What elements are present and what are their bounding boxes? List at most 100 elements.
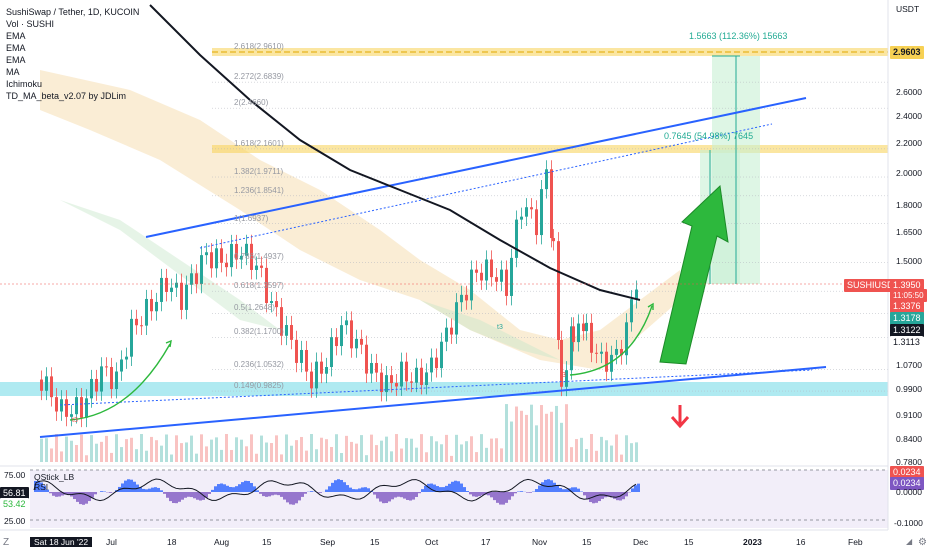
- qstick-bar: [85, 492, 88, 504]
- candle: [590, 322, 593, 353]
- qstick-bar: [394, 492, 397, 498]
- candle: [135, 318, 138, 326]
- volume-bar: [215, 437, 218, 462]
- volume-bar: [165, 434, 168, 462]
- qstick-bar: [82, 492, 85, 505]
- candle: [485, 259, 488, 281]
- qstick-bar: [43, 485, 46, 492]
- candle: [480, 272, 483, 281]
- candle: [552, 238, 555, 242]
- volume-bar: [80, 434, 83, 462]
- volume-bar: [295, 440, 298, 462]
- volume-bar: [125, 439, 128, 462]
- legend-item[interactable]: EMA: [6, 43, 26, 53]
- volume-bar: [485, 447, 488, 462]
- indicator-legend[interactable]: QStick_LB RSI: [34, 472, 74, 492]
- candle: [415, 367, 418, 383]
- rsi-tick: 75.00: [4, 470, 26, 480]
- volume-bar: [495, 438, 498, 462]
- qstick-bar: [310, 491, 313, 492]
- qstick-bar: [448, 483, 451, 492]
- candle: [290, 325, 293, 340]
- price-tick: 2.2000: [896, 138, 922, 149]
- qstick-bar: [478, 492, 481, 497]
- qstick-bar: [610, 492, 613, 498]
- qstick-bar: [373, 492, 376, 495]
- volume-bar: [410, 438, 413, 462]
- qstick-bar: [637, 483, 640, 492]
- candle: [475, 269, 478, 273]
- legend-item[interactable]: Ichimoku: [6, 79, 43, 89]
- qstick-bar: [130, 479, 133, 492]
- legend-item[interactable]: MA: [6, 67, 20, 77]
- candle: [305, 349, 308, 372]
- volume-bar: [380, 440, 383, 462]
- candle: [600, 351, 603, 354]
- candle: [560, 339, 563, 387]
- qstick-bar: [127, 479, 130, 492]
- volume-bar: [150, 436, 153, 462]
- zoom-icon[interactable]: Z: [3, 537, 10, 548]
- qstick-bar: [556, 485, 559, 492]
- candle: [605, 351, 608, 372]
- channel-lower: [39, 366, 827, 438]
- volume-bar: [55, 434, 58, 462]
- candle: [275, 301, 278, 308]
- candle: [577, 323, 580, 343]
- legend-item[interactable]: Vol · SUSHI: [6, 19, 55, 29]
- qstick-bar: [460, 483, 463, 492]
- candle: [115, 371, 118, 390]
- auto-icon[interactable]: ◢: [906, 537, 913, 546]
- volume-bar: [445, 434, 448, 462]
- qstick-tag: 0.0234: [890, 477, 924, 490]
- volume-bar: [405, 438, 408, 462]
- volume-bar: [180, 443, 183, 462]
- volume-bar: [195, 453, 198, 462]
- candle: [230, 243, 233, 268]
- volume-bar: [600, 436, 603, 462]
- candle: [365, 344, 368, 374]
- settings-icon[interactable]: ⚙: [918, 537, 927, 548]
- candle: [215, 248, 218, 269]
- qstick-bar: [451, 481, 454, 492]
- candle: [110, 366, 113, 390]
- price-tick: 0.7800: [896, 457, 922, 467]
- qstick-bar: [589, 492, 592, 503]
- volume-bar: [435, 441, 438, 462]
- qstick-bar: [565, 489, 568, 492]
- qstick-bar: [577, 488, 580, 492]
- candle: [150, 298, 153, 312]
- candle: [270, 301, 273, 304]
- down-arrow-red: [670, 405, 690, 429]
- qstick-bar: [379, 492, 382, 502]
- qstick-bar: [418, 492, 421, 494]
- legend-item[interactable]: TD_MA_beta_v2.07 by JDLim: [6, 91, 127, 101]
- volume-bar: [305, 450, 308, 462]
- time-tick: Jul: [106, 537, 117, 547]
- volume-bar: [65, 436, 68, 462]
- volume-bar: [145, 450, 148, 462]
- volume-bar: [565, 404, 568, 462]
- legend-item[interactable]: EMA: [6, 55, 26, 65]
- qstick-bar: [463, 487, 466, 492]
- candle: [450, 327, 453, 335]
- qstick-bar: [109, 492, 112, 493]
- volume-bar: [540, 405, 543, 462]
- qstick-bar: [622, 492, 625, 500]
- qstick-bar: [187, 492, 190, 497]
- qstick-bar: [145, 489, 148, 492]
- volume-bars: [40, 404, 638, 462]
- qstick-bar: [352, 489, 355, 492]
- qstick-bar: [190, 492, 193, 498]
- qstick-bar: [475, 492, 478, 497]
- qstick-bar: [388, 492, 391, 502]
- qstick-tag: 0.0234: [890, 466, 924, 479]
- qstick-bar: [238, 484, 241, 492]
- qstick-bar: [241, 482, 244, 492]
- curve-arrow-left: [69, 343, 171, 421]
- legend-item[interactable]: EMA: [6, 31, 26, 41]
- channel-mid-upper: [199, 123, 773, 249]
- candle: [190, 273, 193, 285]
- chart-legend[interactable]: SushiSwap / Tether, 1D, KUCOIN Vol · SUS…: [6, 6, 139, 102]
